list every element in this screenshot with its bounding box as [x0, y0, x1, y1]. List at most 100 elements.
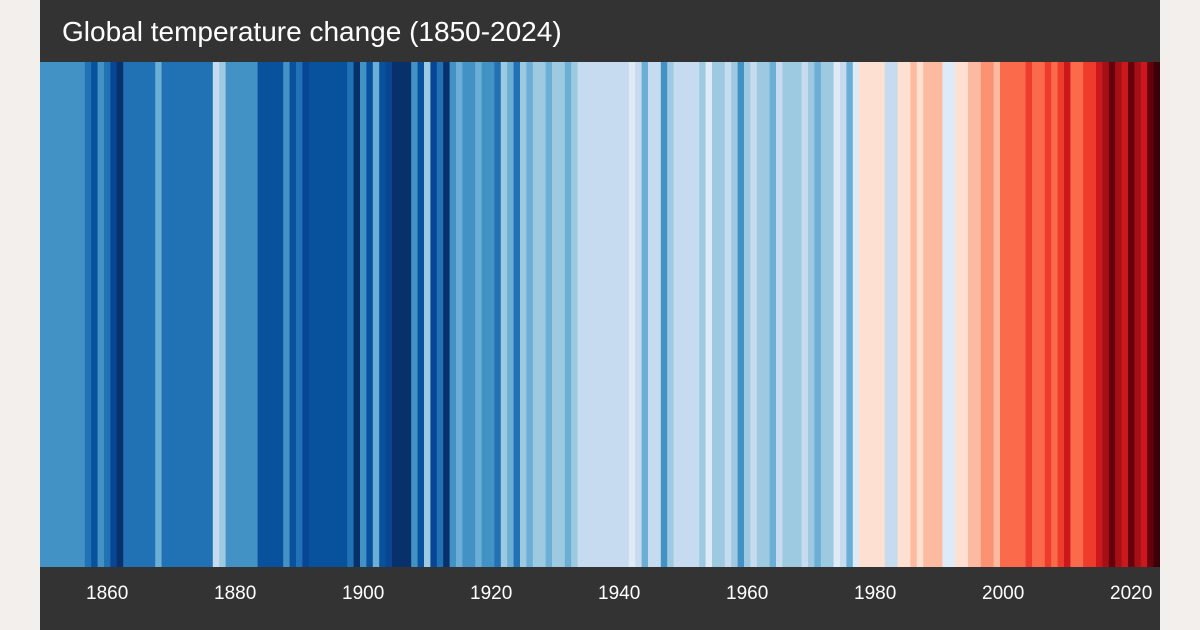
stripe-1917 [468, 62, 476, 567]
stripe-1875 [200, 62, 207, 567]
stripe-1929 [545, 62, 553, 567]
stripe-1955 [712, 62, 719, 567]
x-tick-label-2000: 2000 [982, 583, 1025, 604]
stripe-1963 [763, 62, 771, 567]
stripe-1958 [731, 62, 739, 567]
stripe-2023 [1147, 62, 1155, 567]
stripe-1930 [552, 62, 559, 567]
stripe-1882 [244, 62, 252, 567]
stripe-1982 [884, 62, 892, 567]
stripe-1911 [430, 62, 438, 567]
stripe-1888 [283, 62, 291, 567]
stripe-1968 [795, 62, 803, 567]
stripe-1850 [40, 62, 47, 567]
stripe-2000 [1000, 62, 1007, 567]
stripe-1938 [603, 62, 611, 567]
stripe-1957 [724, 62, 732, 567]
stripe-1897 [340, 62, 348, 567]
stripe-2011 [1070, 62, 1078, 567]
x-axis: 1860 1880 1900 1920 1940 1960 1980 2000 2020 [40, 567, 1160, 630]
stripe-1971 [814, 62, 822, 567]
x-tick-label-1860: 1860 [86, 583, 129, 604]
stripe-1910 [424, 62, 431, 567]
stripe-1987 [916, 62, 924, 567]
stripe-1997 [980, 62, 988, 567]
stripe-1854 [65, 62, 73, 567]
stripe-1903 [379, 62, 387, 567]
x-tick-label-1880: 1880 [214, 583, 257, 604]
stripe-1880 [232, 62, 239, 567]
stripe-1991 [942, 62, 950, 567]
stripe-1900 [360, 62, 367, 567]
stripe-1864 [129, 62, 137, 567]
stripe-1886 [270, 62, 278, 567]
stripe-2001 [1006, 62, 1014, 567]
stripe-1889 [289, 62, 297, 567]
stripe-1874 [193, 62, 201, 567]
stripe-1919 [481, 62, 489, 567]
stripe-1853 [59, 62, 67, 567]
stripe-2002 [1012, 62, 1020, 567]
stripe-1941 [622, 62, 630, 567]
stripe-1861 [110, 62, 118, 567]
stripe-1992 [948, 62, 956, 567]
stripe-1980 [872, 62, 879, 567]
stripe-1866 [142, 62, 150, 567]
stripe-2014 [1089, 62, 1097, 567]
stripe-1928 [539, 62, 547, 567]
stripe-1959 [737, 62, 745, 567]
stripe-1927 [532, 62, 540, 567]
stripe-1964 [769, 62, 777, 567]
stripe-1884 [257, 62, 265, 567]
stripe-1902 [372, 62, 380, 567]
stripe-1859 [97, 62, 105, 567]
stripe-2004 [1025, 62, 1033, 567]
stripe-1914 [449, 62, 457, 567]
stripe-1977 [852, 62, 860, 567]
stripe-1976 [846, 62, 854, 567]
chart-panel: Global temperature change (1850-2024) 18… [40, 0, 1160, 630]
stripe-2016 [1102, 62, 1110, 567]
stripe-1974 [833, 62, 841, 567]
stripe-1887 [276, 62, 284, 567]
stripe-2020 [1128, 62, 1135, 567]
stripe-1970 [808, 62, 815, 567]
stripe-1969 [801, 62, 809, 567]
stripe-1961 [750, 62, 758, 567]
stripe-1869 [161, 62, 169, 567]
stripe-1901 [366, 62, 374, 567]
stripe-1907 [404, 62, 412, 567]
stripe-1885 [264, 62, 271, 567]
stripe-2019 [1121, 62, 1129, 567]
stripe-2003 [1019, 62, 1027, 567]
stripe-1865 [136, 62, 143, 567]
stripe-1962 [756, 62, 764, 567]
x-tick-label-1900: 1900 [342, 583, 385, 604]
stripe-1863 [123, 62, 131, 567]
stripe-1934 [577, 62, 585, 567]
stripe-1926 [526, 62, 534, 567]
x-tick-label-1940: 1940 [598, 583, 641, 604]
stripe-1862 [116, 62, 124, 567]
stripe-1898 [347, 62, 355, 567]
stripe-1950 [680, 62, 687, 567]
stripe-2012 [1076, 62, 1084, 567]
stripe-1953 [699, 62, 707, 567]
stripe-1986 [910, 62, 918, 567]
stripe-1925 [520, 62, 527, 567]
stripe-1973 [827, 62, 835, 567]
warming-stripes [40, 62, 1160, 567]
stripe-1993 [955, 62, 963, 567]
stripe-1945 [648, 62, 655, 567]
stripe-1855 [72, 62, 79, 567]
stripe-1894 [321, 62, 329, 567]
stripe-1873 [187, 62, 195, 567]
stripe-1954 [705, 62, 713, 567]
stripe-1912 [436, 62, 444, 567]
stripe-1920 [488, 62, 495, 567]
stripe-1935 [584, 62, 591, 567]
stripe-1916 [462, 62, 470, 567]
x-tick-label-1960: 1960 [726, 583, 769, 604]
stripe-1952 [692, 62, 700, 567]
stripe-1852 [52, 62, 60, 567]
